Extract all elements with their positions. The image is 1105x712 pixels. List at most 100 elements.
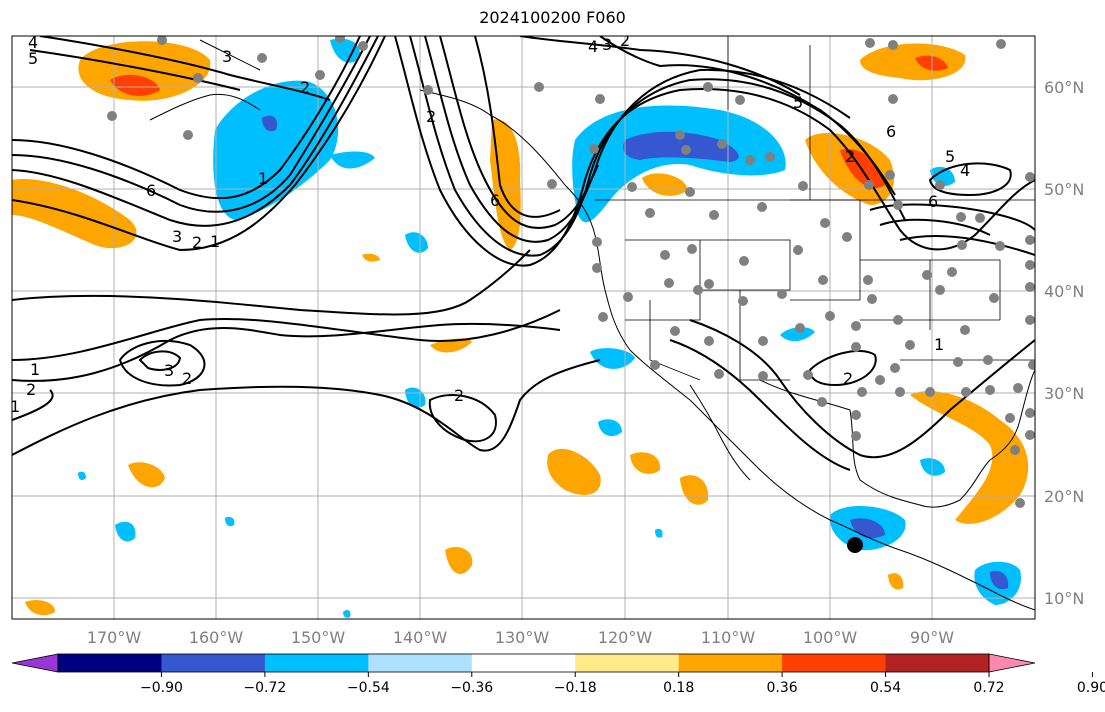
colorbar-tick-label: 0.54 bbox=[870, 680, 901, 696]
colorbar-tick-label: −0.18 bbox=[554, 680, 597, 696]
colorbar-segment bbox=[988, 653, 1036, 673]
anomaly-strong-negative-region bbox=[623, 131, 739, 162]
coastlines bbox=[149, 39, 1035, 611]
contour-label: 1 bbox=[210, 232, 220, 251]
latitude-label: 20°N bbox=[1044, 487, 1084, 506]
contour-label: 2 bbox=[26, 380, 36, 399]
anomaly-positive-region bbox=[888, 573, 904, 590]
colorbar-tick-label: 0.18 bbox=[663, 680, 694, 696]
colorbar-tick-label: −0.54 bbox=[347, 680, 390, 696]
anomaly-positive-region bbox=[362, 253, 380, 262]
chart-title: 2024100200 F060 bbox=[479, 8, 626, 27]
anomaly-negative-region bbox=[598, 419, 622, 437]
anomaly-strong-negative-region bbox=[990, 570, 1009, 590]
contour-label: 1 bbox=[30, 360, 40, 379]
longitude-label: 150°W bbox=[291, 628, 346, 647]
political-borders bbox=[595, 36, 1035, 381]
anomaly-negative-region bbox=[405, 232, 428, 253]
longitude-label: 160°W bbox=[189, 628, 244, 647]
contour-label: 2 bbox=[192, 233, 202, 252]
contour-label: 6 bbox=[490, 191, 500, 210]
latitude-label: 60°N bbox=[1044, 78, 1084, 97]
contour-label: 5 bbox=[28, 49, 38, 68]
colorbar: −0.90 −0.72 −0.54 −0.36 −0.18 0.18 0.36 0.54 0.7… bbox=[11, 653, 1105, 696]
colorbar-segment bbox=[368, 654, 473, 672]
latitude-axis: 60°N 50°N 40°N 30°N 20°N 10°N bbox=[1044, 78, 1084, 608]
anomaly-positive-region bbox=[25, 600, 55, 616]
anomaly-negative-region bbox=[572, 105, 786, 223]
colorbar-tick-label: 0.90 bbox=[1077, 680, 1105, 696]
colorbar-frame bbox=[57, 653, 990, 673]
contour-label-group: 4 5 3 2 1 6 3 2 1 4 2 3 2 6 5 6 5 4 6 2 … bbox=[10, 31, 970, 416]
anomaly-negative-region bbox=[343, 609, 351, 618]
contour-label: 6 bbox=[928, 192, 938, 211]
colorbar-tick-label: −0.72 bbox=[243, 680, 286, 696]
colorbar-tick-label: −0.36 bbox=[450, 680, 493, 696]
anomaly-negative-region bbox=[330, 38, 361, 63]
colorbar-segment bbox=[471, 654, 576, 672]
contour-label: 2 bbox=[845, 147, 855, 166]
contour-label: 1 bbox=[10, 397, 20, 416]
colorbar-tick-label: −0.90 bbox=[140, 680, 183, 696]
contour-label: 4 bbox=[28, 33, 38, 52]
longitude-label: 140°W bbox=[393, 628, 448, 647]
anomaly-negative-region bbox=[115, 521, 136, 542]
longitude-label: 130°W bbox=[495, 628, 550, 647]
contour-label: 2 bbox=[300, 78, 310, 97]
anomaly-strong-positive-region bbox=[110, 74, 160, 96]
anomaly-negative-region bbox=[213, 80, 339, 221]
anomaly-positive-region bbox=[490, 119, 521, 251]
contour-label: 2 bbox=[182, 369, 192, 388]
colorbar-segment bbox=[885, 654, 990, 672]
anomaly-negative-region bbox=[78, 471, 86, 481]
colorbar-segment bbox=[11, 653, 59, 673]
anomaly-negative-region bbox=[780, 327, 815, 342]
longitude-axis: 170°W 160°W 150°W 140°W 130°W 120°W 110°… bbox=[87, 628, 954, 647]
anomaly-strong-positive-region bbox=[840, 149, 885, 189]
anomaly-negative-region bbox=[590, 348, 635, 369]
anomaly-negative-region bbox=[655, 528, 663, 538]
contour-label: 3 bbox=[172, 227, 182, 246]
contour-label: 4 bbox=[588, 37, 598, 56]
contour-label: 2 bbox=[426, 107, 436, 126]
anomaly-positive-region bbox=[78, 41, 211, 101]
colorbar-segment bbox=[264, 654, 369, 672]
colorbar-segment bbox=[575, 654, 680, 672]
longitude-label: 120°W bbox=[598, 628, 653, 647]
contour-label: 2 bbox=[620, 31, 630, 50]
anomaly-positive-region bbox=[630, 452, 661, 474]
anomaly-positive-region bbox=[642, 173, 688, 196]
contour-label: 1 bbox=[934, 335, 944, 354]
anomaly-positive-region bbox=[445, 546, 473, 575]
latitude-label: 30°N bbox=[1044, 384, 1084, 403]
colorbar-segment bbox=[678, 654, 783, 672]
anomaly-negative-region bbox=[225, 516, 235, 527]
anomaly-negative-region bbox=[930, 166, 955, 186]
contour-label: 3 bbox=[222, 47, 232, 66]
anomaly-positive-region bbox=[128, 462, 165, 488]
contour-label: 5 bbox=[793, 93, 803, 112]
colorbar-tick-label: 0.72 bbox=[973, 680, 1004, 696]
colorbar-tick-label: 0.36 bbox=[767, 680, 798, 696]
anomaly-positive-region bbox=[910, 391, 1029, 524]
colorbar-segment bbox=[161, 654, 266, 672]
contour-label: 2 bbox=[454, 386, 464, 405]
longitude-label: 110°W bbox=[701, 628, 756, 647]
contour-label: 2 bbox=[843, 369, 853, 388]
contour-label: 4 bbox=[960, 161, 970, 180]
contour-label: 6 bbox=[146, 181, 156, 200]
colorbar-segment bbox=[782, 654, 887, 672]
anomaly-strong-negative-region bbox=[262, 115, 278, 132]
station-markers bbox=[107, 36, 1035, 508]
contour-label: 3 bbox=[164, 361, 174, 380]
contour-label: 1 bbox=[258, 169, 268, 188]
highlight-marker bbox=[847, 537, 863, 553]
anomaly-positive-region bbox=[860, 43, 966, 81]
latitude-label: 40°N bbox=[1044, 282, 1084, 301]
latitude-label: 10°N bbox=[1044, 589, 1084, 608]
contour-label: 5 bbox=[945, 147, 955, 166]
contour-label: 6 bbox=[886, 122, 896, 141]
latitude-label: 50°N bbox=[1044, 180, 1084, 199]
anomaly-positive-region bbox=[547, 448, 601, 495]
